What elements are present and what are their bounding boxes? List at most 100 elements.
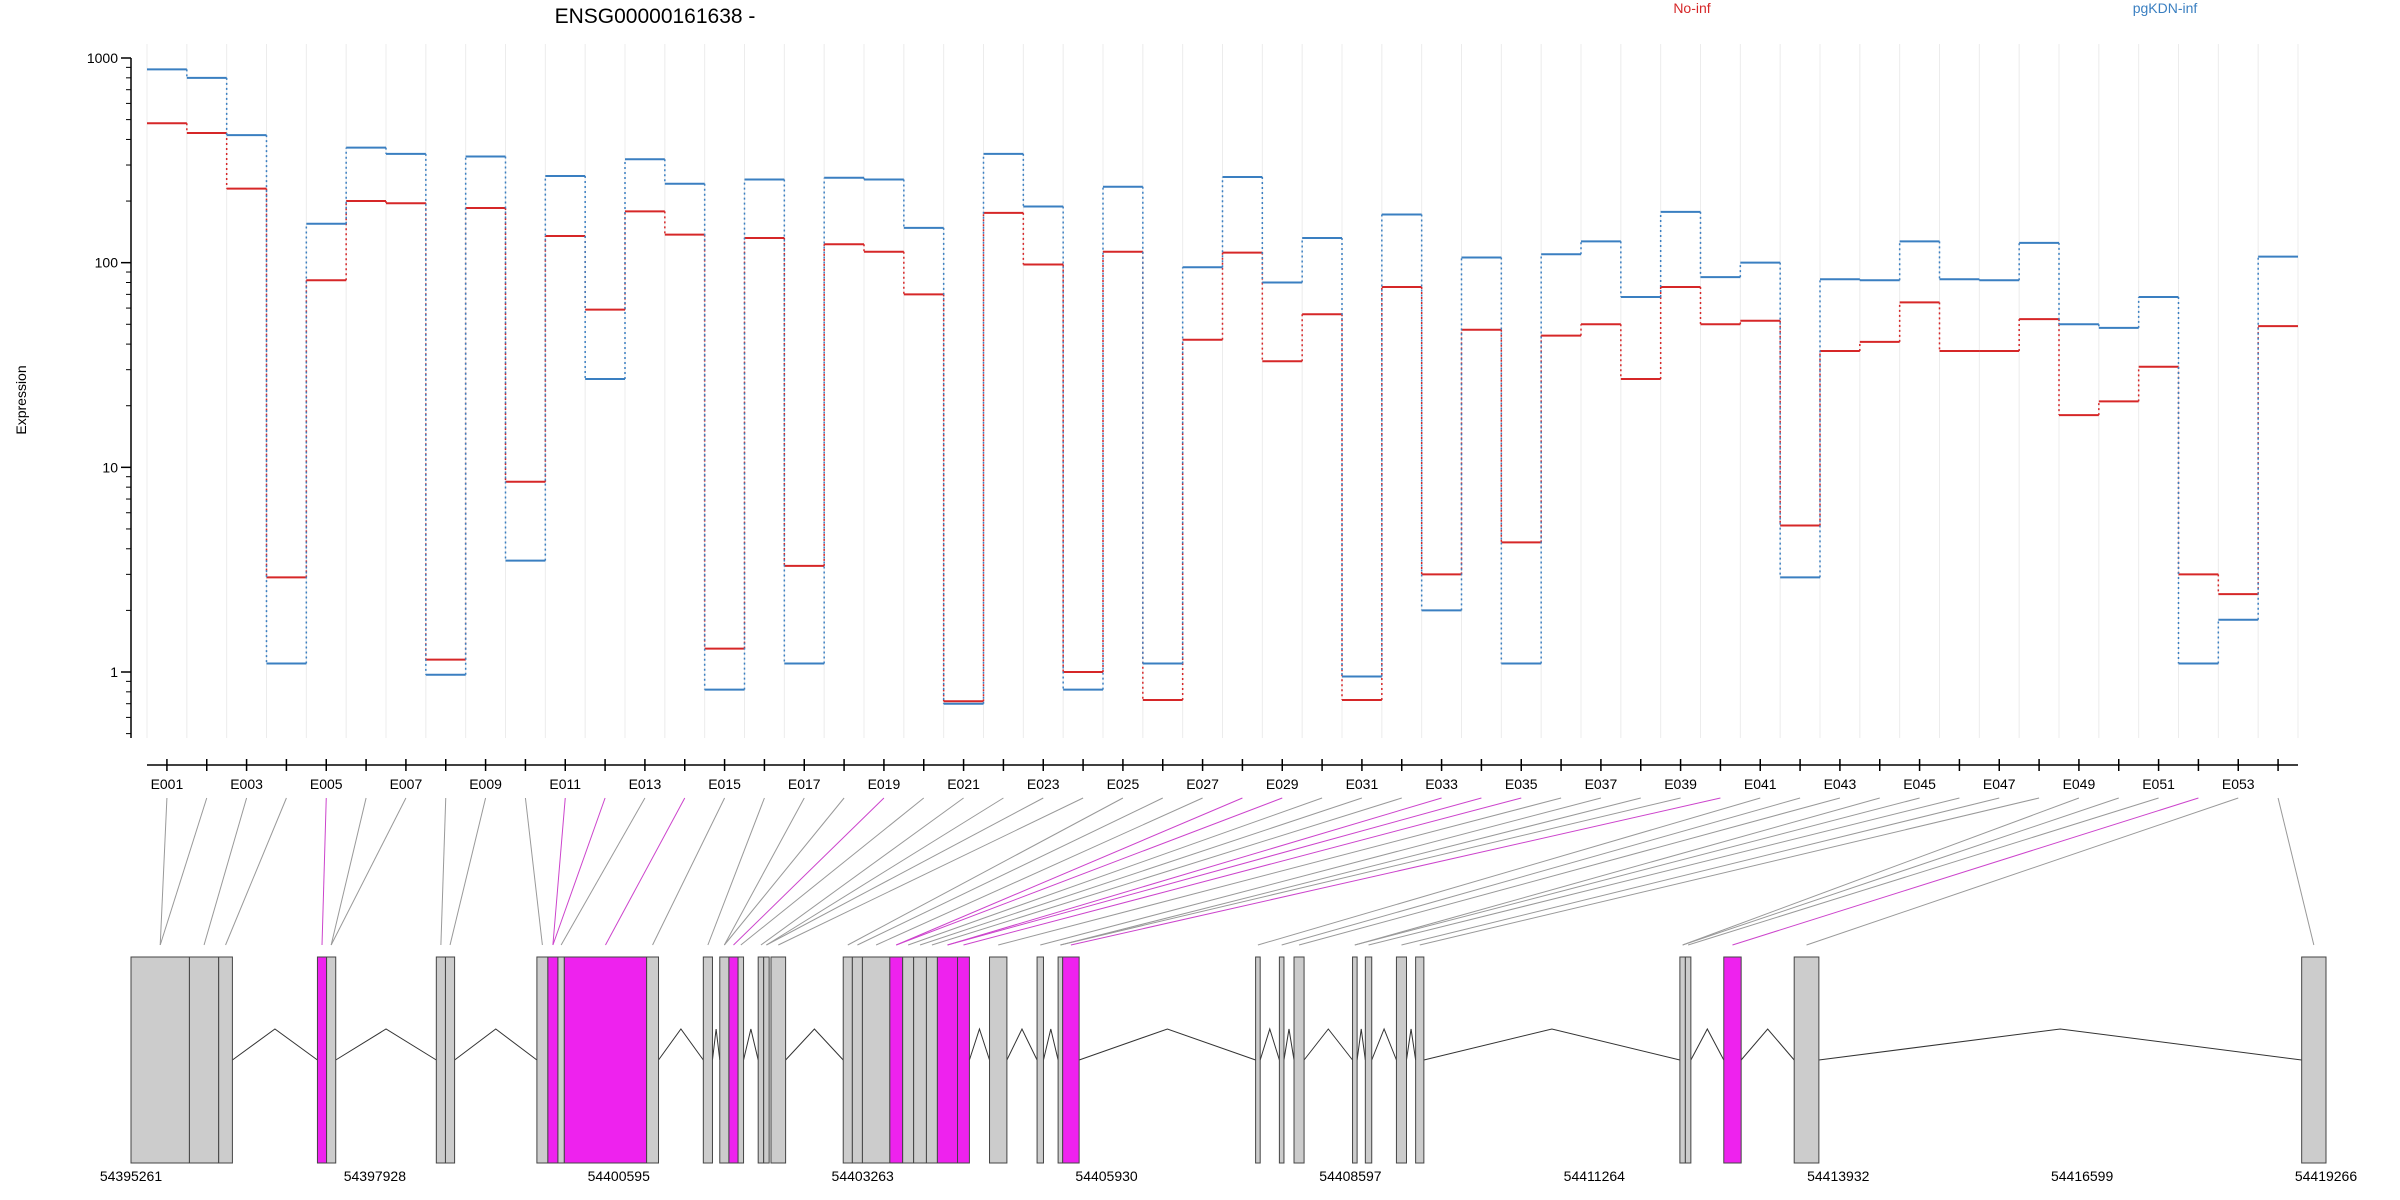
intron-line (335, 1028, 437, 1061)
exon-connector (907, 797, 1323, 946)
x-tick-label: E037 (1585, 776, 1618, 792)
exon-block (842, 956, 853, 1164)
exon-connectors (159, 797, 2315, 946)
exon-connector (330, 797, 367, 946)
intron-line (1042, 1028, 1059, 1061)
x-tick-label: E023 (1027, 776, 1060, 792)
coordinate-label: 54397928 (344, 1168, 407, 1184)
exon-connector (766, 797, 1004, 946)
exon-connector (449, 797, 487, 946)
exon-connector (766, 797, 1044, 946)
intron-line (1078, 1028, 1256, 1061)
coordinate-label: 54411264 (1564, 1168, 1625, 1184)
exon-block (763, 956, 770, 1164)
exon-block (444, 956, 456, 1164)
intron-line (232, 1028, 318, 1061)
y-axis: 1 10 100 1000 (87, 50, 132, 738)
gene-model (130, 956, 2327, 1164)
exon-block (770, 956, 787, 1164)
exon-connector (1368, 797, 1960, 946)
intron-line (1740, 1028, 1795, 1061)
intron-line (743, 1028, 759, 1061)
exon-connector (760, 797, 964, 946)
exon-connector (1257, 797, 1761, 946)
exon-block (1255, 956, 1261, 1164)
x-tick-label: E047 (1983, 776, 2016, 792)
exon-connector (321, 797, 327, 946)
coordinate-label: 54413932 (1807, 1168, 1870, 1184)
exon-connector (723, 797, 805, 946)
intron-line (1690, 1027, 1725, 1061)
exon-block-differential (957, 956, 970, 1164)
exon-connector (330, 797, 407, 946)
exon-connector (1281, 797, 1801, 946)
exon-connector (1687, 797, 2159, 946)
exon-block (913, 956, 927, 1164)
exon-block (1036, 956, 1044, 1164)
x-tick-label: E009 (469, 776, 502, 792)
exon-connector (707, 797, 765, 946)
intron-line (1371, 1027, 1397, 1061)
intron-line (1283, 1028, 1295, 1061)
exon-block (719, 956, 730, 1164)
y-axis-label: Expression (13, 365, 29, 434)
exon-connector (1354, 797, 1880, 946)
exon-block-differential (1062, 956, 1080, 1164)
exon-connector (552, 797, 566, 946)
exon-block (646, 956, 660, 1164)
exon-block (1679, 956, 1686, 1164)
coordinate-label: 54403263 (832, 1168, 895, 1184)
intron-line (711, 1028, 721, 1061)
exon-block (989, 956, 1008, 1164)
exon-connector (919, 797, 1363, 946)
intron-line (1259, 1027, 1280, 1061)
exon-block (1352, 956, 1358, 1164)
exon-connector (931, 797, 1402, 946)
exon-connector (560, 797, 646, 946)
x-tick-label: E019 (868, 776, 901, 792)
exon-block (1057, 956, 1064, 1164)
x-tick-label: E051 (2142, 776, 2175, 792)
grid-lines (146, 44, 2299, 738)
exon-block-differential (728, 956, 739, 1164)
exon-block (1364, 956, 1373, 1164)
x-tick-label: E043 (1824, 776, 1857, 792)
x-tick-label: E001 (151, 776, 184, 792)
exon-connector (203, 797, 248, 946)
exon-block-differential (547, 956, 559, 1164)
exon-block (861, 956, 891, 1164)
exon-block (435, 956, 446, 1164)
intron-line (658, 1028, 704, 1061)
exon-block (757, 956, 765, 1164)
x-tick-label: E033 (1425, 776, 1458, 792)
y-tick-label: 1000 (87, 50, 118, 66)
exon-block (1278, 956, 1285, 1164)
exon-connector (159, 797, 208, 946)
intron-line (1303, 1028, 1353, 1061)
exon-block-differential (1723, 956, 1742, 1164)
coordinate-label: 54416599 (2051, 1168, 2114, 1184)
exon-block (1395, 956, 1407, 1164)
x-tick-label: E049 (2063, 776, 2096, 792)
intron-line (1405, 1028, 1417, 1061)
y-tick-label: 10 (102, 459, 118, 475)
x-tick-label: E007 (390, 776, 423, 792)
exon-connector (159, 797, 168, 946)
x-tick-label: E015 (708, 776, 741, 792)
exon-connector (605, 797, 686, 946)
exon-block (925, 956, 938, 1164)
legend-no-inf: No-inf (1673, 0, 1710, 16)
exon-connector (1682, 797, 2119, 946)
intron-line (785, 1028, 844, 1061)
x-tick-label: E031 (1346, 776, 1379, 792)
intron-line (1423, 1028, 1681, 1061)
intron-line (1356, 1028, 1366, 1061)
exon-block-differential (316, 956, 328, 1164)
coordinate-label: 54395261 (100, 1168, 163, 1184)
exon-connector (1354, 797, 1920, 946)
exon-block (851, 956, 863, 1164)
exon-block (1793, 956, 1820, 1164)
exon-connector (947, 797, 1482, 946)
x-tick-label: E005 (310, 776, 343, 792)
